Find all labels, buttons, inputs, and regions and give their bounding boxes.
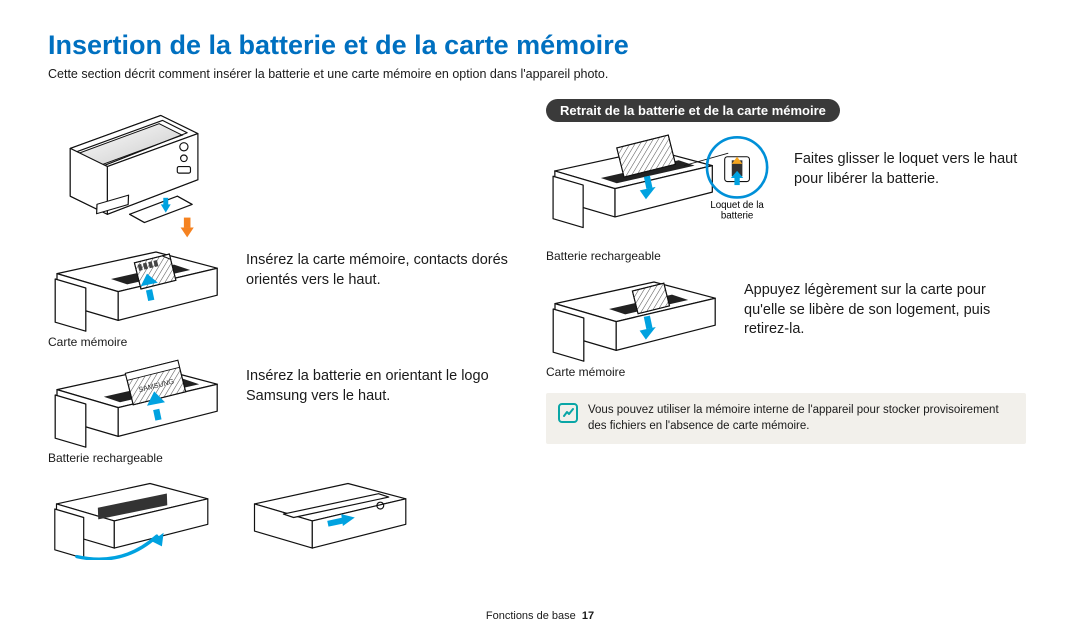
page-title: Insertion de la batterie et de la carte … bbox=[48, 30, 1032, 61]
card-caption: Carte mémoire bbox=[48, 335, 228, 349]
camera-overview-illustration bbox=[52, 99, 212, 239]
right-column: Retrait de la batterie et de la carte mé… bbox=[546, 99, 1026, 560]
removal-section-title: Retrait de la batterie et de la carte mé… bbox=[546, 99, 840, 122]
battery-caption: Batterie rechargeable bbox=[48, 451, 228, 465]
insert-card-description: Insérez la carte mémoire, contacts dorés… bbox=[246, 243, 518, 290]
page-subtitle: Cette section décrit comment insérer la … bbox=[48, 67, 1032, 81]
remove-card-caption: Carte mémoire bbox=[546, 365, 726, 379]
svg-text:batterie: batterie bbox=[721, 211, 753, 222]
insert-card-illustration bbox=[48, 243, 228, 333]
note-icon bbox=[558, 403, 578, 423]
remove-battery-illustration: Loquet de la batterie bbox=[546, 132, 776, 247]
footer-page-number: 17 bbox=[582, 610, 594, 622]
down-arrow-icon bbox=[181, 218, 194, 238]
svg-text:Loquet de la: Loquet de la bbox=[710, 200, 764, 211]
note-box: Vous pouvez utiliser la mémoire interne … bbox=[546, 393, 1026, 444]
remove-battery-caption: Batterie rechargeable bbox=[546, 249, 776, 263]
note-text: Vous pouvez utiliser la mémoire interne … bbox=[588, 403, 1014, 434]
page-footer: Fonctions de base 17 bbox=[0, 610, 1080, 622]
remove-card-illustration bbox=[546, 273, 726, 363]
close-door-slide-illustration bbox=[246, 475, 416, 560]
left-column: Carte mémoire Insérez la carte mémoire, … bbox=[48, 99, 518, 560]
remove-battery-description: Faites glisser le loquet vers le haut po… bbox=[794, 132, 1026, 189]
footer-section: Fonctions de base bbox=[486, 610, 576, 622]
insert-battery-illustration: SAMSUNG bbox=[48, 359, 228, 449]
insert-battery-description: Insérez la batterie en orientant le logo… bbox=[246, 359, 518, 406]
remove-card-description: Appuyez légèrement sur la carte pour qu'… bbox=[744, 273, 1026, 340]
close-door-swing-illustration bbox=[48, 475, 218, 560]
